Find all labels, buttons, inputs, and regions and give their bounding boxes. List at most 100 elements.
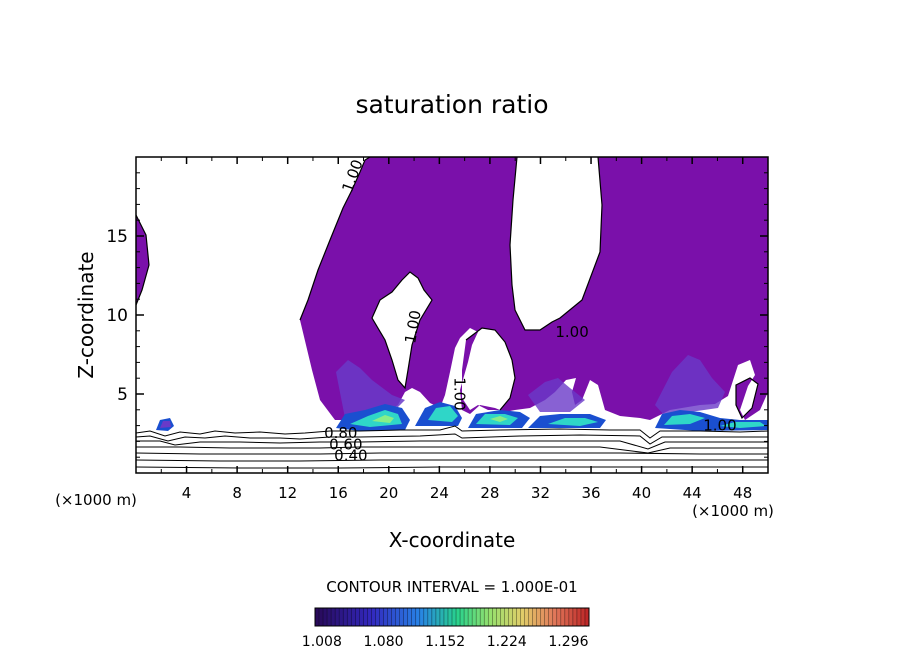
- colorbar-cell-5: [335, 608, 340, 626]
- colorbar: [314, 608, 590, 626]
- colorbar-cell-7: [343, 608, 348, 626]
- x-axis-unit-left: (×1000 m): [55, 491, 137, 509]
- x-tick-label-4: 20: [379, 484, 398, 502]
- colorbar-cell-35: [456, 608, 461, 626]
- colorbar-cell-55: [536, 608, 541, 626]
- colorbar-tick-label-4: 1.296: [548, 634, 588, 650]
- y-axis: 5 10 15: [106, 172, 768, 458]
- contour-label-7: 0.40: [334, 446, 367, 464]
- x-tick-label-3: 16: [329, 484, 348, 502]
- colorbar-cell-48: [508, 608, 513, 626]
- colorbar-cell-65: [576, 608, 582, 626]
- colorbar-cell-40: [476, 608, 481, 626]
- colorbar-cell-58: [548, 608, 554, 626]
- x-tick-label-5: 24: [430, 484, 449, 502]
- y-tick-label-1: 10: [106, 306, 128, 326]
- contour-label-2: 1.00: [555, 323, 588, 341]
- colorbar-cell-39: [472, 608, 477, 626]
- colorbar-tick-label-1: 1.080: [363, 634, 403, 650]
- x-tick-label-2: 12: [278, 484, 297, 502]
- colorbar-cell-23: [407, 608, 413, 626]
- y-tick-label-0: 5: [117, 385, 128, 405]
- x-tick-label-8: 36: [581, 484, 600, 502]
- colorbar-cell-36: [460, 608, 465, 626]
- colorbar-cell-43: [488, 608, 493, 626]
- colorbar-cell-25: [415, 608, 421, 626]
- moderate-supersaturation-left: [336, 360, 405, 418]
- colorbar-cell-16: [379, 608, 384, 626]
- colorbar-cell-62: [564, 608, 570, 626]
- colorbar-cell-33: [447, 608, 453, 626]
- colorbar-cell-46: [500, 608, 505, 626]
- contour-label-6: 0.60: [329, 435, 362, 453]
- supersaturated-region-main: [300, 157, 768, 420]
- colorbar-cell-59: [552, 608, 558, 626]
- chart-title: saturation ratio: [355, 90, 548, 119]
- colorbar-cell-66: [580, 608, 586, 626]
- y-tick-label-2: 15: [106, 227, 128, 247]
- colorbar-tick-label-3: 1.224: [487, 634, 527, 650]
- colorbar-cell-61: [560, 608, 566, 626]
- colorbar-cell-24: [411, 608, 417, 626]
- colorbar-cell-31: [439, 608, 445, 626]
- contour-label-3: 1.00: [451, 377, 469, 410]
- colorbar-cell-50: [516, 608, 521, 626]
- colorbar-cell-45: [496, 608, 501, 626]
- colorbar-cell-38: [468, 608, 473, 626]
- x-tick-label-1: 8: [232, 484, 242, 502]
- colorbar-cell-57: [544, 608, 550, 626]
- contour-label-1: 1.00: [401, 309, 425, 345]
- colorbar-cell-19: [391, 608, 396, 626]
- colorbar-cell-29: [431, 608, 437, 626]
- y-axis-label: Z-coordinate: [74, 251, 98, 378]
- x-axis-unit-right: (×1000 m): [692, 502, 774, 520]
- colorbar-cell-4: [331, 608, 336, 626]
- colorbar-cell-64: [572, 608, 578, 626]
- x-tick-label-11: 48: [733, 484, 752, 502]
- colorbar-cell-12: [363, 608, 368, 626]
- colorbar-cell-37: [464, 608, 469, 626]
- colorbar-cell-18: [387, 608, 392, 626]
- colorbar-cell-17: [383, 608, 388, 626]
- colorbar-cell-27: [423, 608, 429, 626]
- colorbar-cell-11: [359, 608, 364, 626]
- colorbar-cell-41: [480, 608, 485, 626]
- colorbar-cell-3: [327, 608, 332, 626]
- colorbar-cell-28: [427, 608, 433, 626]
- colorbar-cell-6: [339, 608, 344, 626]
- colorbar-cell-63: [568, 608, 574, 626]
- x-tick-label-7: 32: [531, 484, 550, 502]
- contour-label-4: 1.00: [703, 416, 736, 434]
- colorbar-cell-49: [512, 608, 517, 626]
- colorbar-cell-42: [484, 608, 489, 626]
- colorbar-cell-26: [419, 608, 425, 626]
- moderate-supersaturation-right: [655, 355, 725, 416]
- x-tick-label-0: 4: [182, 484, 192, 502]
- colorbar-cell-21: [399, 608, 404, 626]
- contour-interval-label: CONTOUR INTERVAL = 1.000E-01: [326, 578, 577, 596]
- moderate-supersaturation-mid: [528, 378, 585, 412]
- colorbar-cell-51: [520, 608, 525, 626]
- contour-label-5: 0.80: [324, 424, 357, 442]
- colorbar-cell-10: [355, 608, 360, 626]
- colorbar-cell-8: [347, 608, 352, 626]
- colorbar-cell-44: [492, 608, 497, 626]
- colorbar-cell-2: [323, 608, 328, 626]
- colorbar-tick-label-2: 1.152: [425, 634, 465, 650]
- x-axis-label: X-coordinate: [389, 528, 516, 552]
- colorbar-cell-13: [367, 608, 372, 626]
- colorbar-tick-label-0: 1.008: [302, 634, 342, 650]
- colorbar-cell-20: [395, 608, 400, 626]
- colorbar-labels: 1.008 1.080 1.152 1.224 1.296: [302, 634, 589, 650]
- plot-area: 1.001.00 1.001.001.000.800.600.40: [136, 157, 768, 473]
- colorbar-cell-14: [371, 608, 376, 626]
- x-tick-label-6: 28: [480, 484, 499, 502]
- x-tick-label-9: 40: [632, 484, 651, 502]
- x-axis: 4 8 12 16 20 24 28 32 36 40 44 48: [160, 157, 752, 502]
- colorbar-cell-52: [524, 608, 529, 626]
- colorbar-cell-32: [443, 608, 449, 626]
- colorbar-cell-60: [556, 608, 562, 626]
- colorbar-cell-22: [403, 608, 408, 626]
- colorbar-cell-56: [540, 608, 545, 626]
